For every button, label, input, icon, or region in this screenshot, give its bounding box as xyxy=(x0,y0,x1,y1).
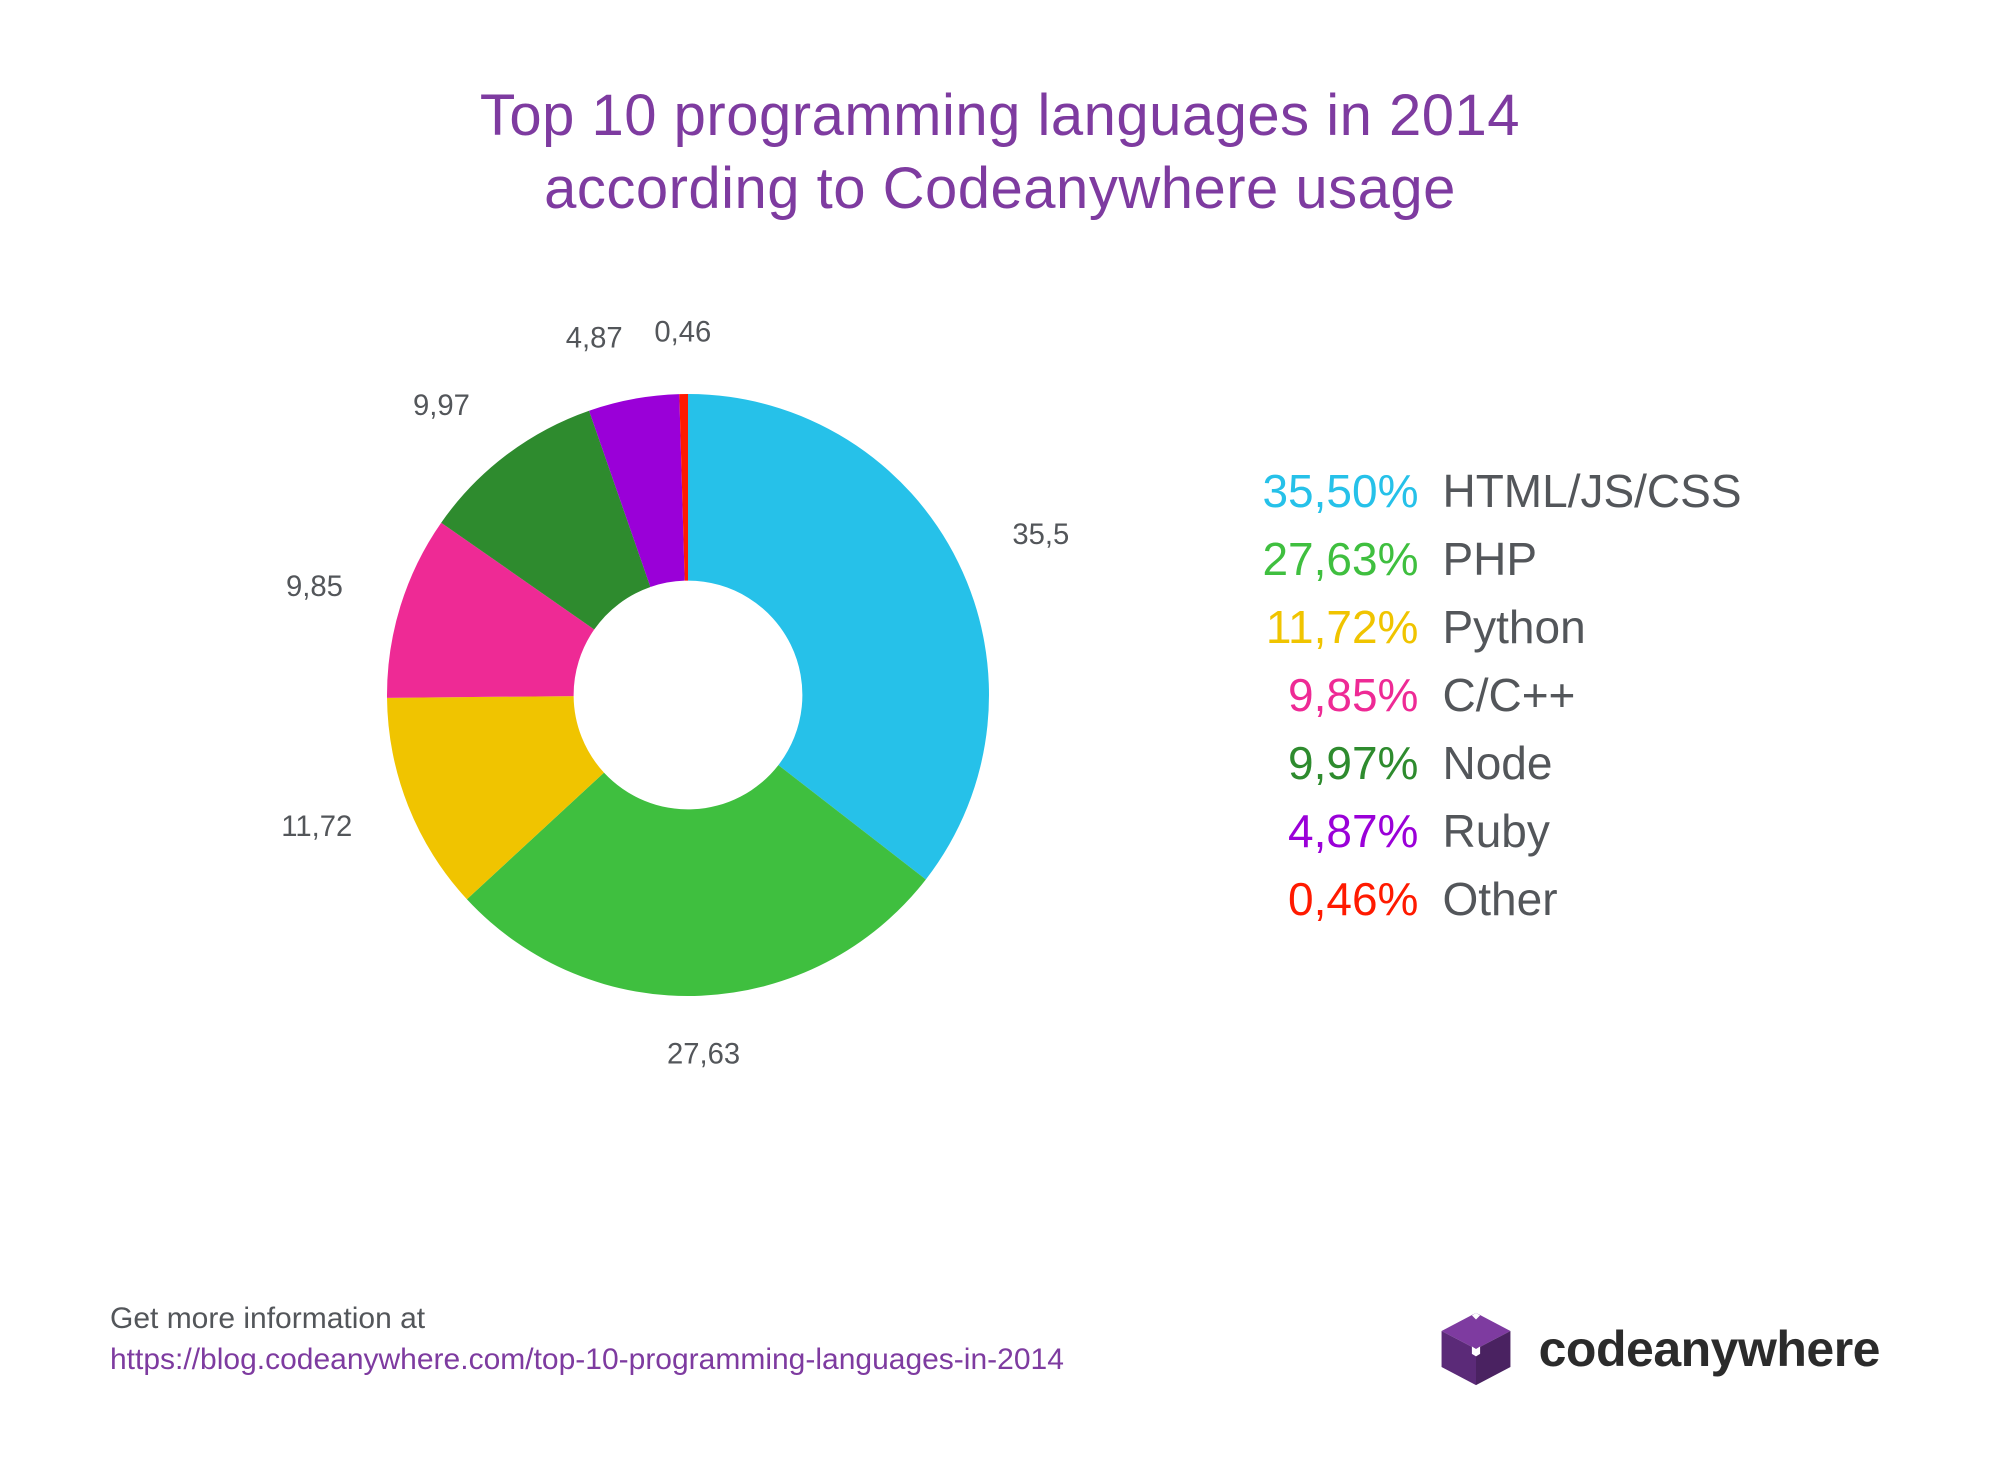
legend-row: 35,50% HTML/JS/CSS xyxy=(1218,464,1741,518)
legend-name: C/C++ xyxy=(1442,668,1575,722)
brand-name: codeanywhere xyxy=(1539,1320,1880,1378)
legend-pct: 11,72% xyxy=(1218,600,1418,654)
legend-row: 0,46% Other xyxy=(1218,872,1741,926)
slice-label: 4,87 xyxy=(566,322,623,354)
legend-row: 27,63% PHP xyxy=(1218,532,1741,586)
legend-pct: 35,50% xyxy=(1218,464,1418,518)
footer-link: https://blog.codeanywhere.com/top-10-pro… xyxy=(110,1340,1064,1381)
footer: Get more information at https://blog.cod… xyxy=(110,1299,1064,1380)
slice-label: 27,63 xyxy=(667,1039,740,1071)
legend-pct: 27,63% xyxy=(1218,532,1418,586)
slice-label: 9,85 xyxy=(286,571,343,603)
legend-row: 11,72% Python xyxy=(1218,600,1741,654)
legend-name: Python xyxy=(1442,600,1585,654)
legend-name: HTML/JS/CSS xyxy=(1442,464,1741,518)
legend-row: 9,97% Node xyxy=(1218,736,1741,790)
slice-label: 35,5 xyxy=(1013,519,1070,551)
legend-row: 4,87% Ruby xyxy=(1218,804,1741,858)
donut-chart: 35,5 27,63 11,72 9,85 9,97 4,87 0,46 xyxy=(258,265,1118,1125)
slice-label: 9,97 xyxy=(414,390,471,422)
legend-pct: 0,46% xyxy=(1218,872,1418,926)
page-title: Top 10 programming languages in 2014 acc… xyxy=(100,80,1900,225)
brand: codeanywhere xyxy=(1435,1308,1880,1390)
chart-container: Top 10 programming languages in 2014 acc… xyxy=(0,0,2000,1470)
title-line-2: according to Codeanywhere usage xyxy=(544,156,1456,221)
main-area: 35,5 27,63 11,72 9,85 9,97 4,87 0,46 35,50% HTM… xyxy=(100,265,1900,1125)
legend: 35,50% HTML/JS/CSS 27,63% PHP 11,72% Python 9,… xyxy=(1218,464,1741,926)
footer-label: Get more information at xyxy=(110,1299,1064,1340)
legend-name: PHP xyxy=(1442,532,1537,586)
legend-pct: 9,97% xyxy=(1218,736,1418,790)
legend-pct: 4,87% xyxy=(1218,804,1418,858)
title-line-1: Top 10 programming languages in 2014 xyxy=(480,83,1520,148)
brand-cube-icon xyxy=(1435,1308,1517,1390)
legend-pct: 9,85% xyxy=(1218,668,1418,722)
slice-label: 11,72 xyxy=(282,811,353,843)
legend-name: Other xyxy=(1442,872,1557,926)
legend-name: Ruby xyxy=(1442,804,1549,858)
legend-name: Node xyxy=(1442,736,1552,790)
legend-row: 9,85% C/C++ xyxy=(1218,668,1741,722)
slice-label: 0,46 xyxy=(655,317,712,349)
